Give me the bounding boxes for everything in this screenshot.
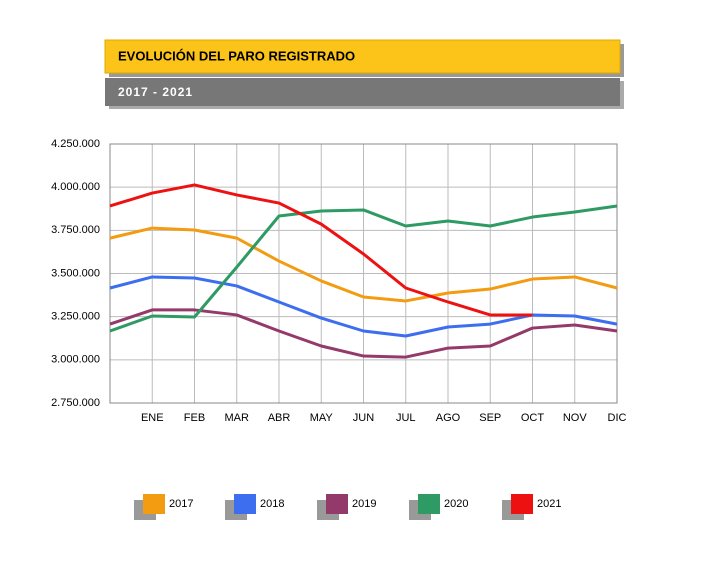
series-line xyxy=(109,226,618,303)
x-tick-label: SEP xyxy=(479,412,501,424)
x-tick-label: MAY xyxy=(310,412,334,424)
y-tick-label: 4.250.000 xyxy=(51,138,100,150)
x-tick-label: MAR xyxy=(225,412,250,424)
x-tick-label: ENE xyxy=(141,412,164,424)
series-line xyxy=(109,183,533,317)
y-tick-label: 3.000.000 xyxy=(51,354,100,366)
legend-swatch xyxy=(418,494,440,514)
legend-swatch xyxy=(326,494,348,514)
legend-swatch xyxy=(143,494,165,514)
series-line xyxy=(109,308,618,359)
subtitle-box xyxy=(105,78,620,106)
legend-label: 2019 xyxy=(352,498,376,510)
y-tick-label: 2.750.000 xyxy=(51,397,100,409)
legend-label: 2021 xyxy=(537,498,561,510)
y-tick-label: 3.500.000 xyxy=(51,267,100,279)
title-box xyxy=(104,39,621,74)
plot-border xyxy=(109,143,618,404)
legend-label: 2020 xyxy=(444,498,468,510)
legend-label: 2017 xyxy=(169,498,193,510)
chart-title: EVOLUCIÓN DEL PARO REGISTRADO xyxy=(118,48,355,63)
x-tick-label: JUN xyxy=(353,412,374,424)
x-tick-label: DIC xyxy=(608,412,627,424)
y-tick-label: 3.250.000 xyxy=(51,311,100,323)
chart-subtitle: 2017 - 2021 xyxy=(118,85,193,99)
x-tick-label: FEB xyxy=(184,412,205,424)
x-tick-label: ABR xyxy=(268,412,291,424)
y-tick-label: 3.750.000 xyxy=(51,224,100,236)
x-tick-label: JUL xyxy=(396,412,416,424)
x-tick-label: NOV xyxy=(563,412,588,424)
legend-swatch xyxy=(511,494,533,514)
x-tick-label: OCT xyxy=(521,412,545,424)
y-tick-label: 4.000.000 xyxy=(51,181,100,193)
legend-label: 2018 xyxy=(260,498,284,510)
legend-swatch xyxy=(234,494,256,514)
x-tick-label: AGO xyxy=(436,412,461,424)
series-line xyxy=(109,204,618,333)
